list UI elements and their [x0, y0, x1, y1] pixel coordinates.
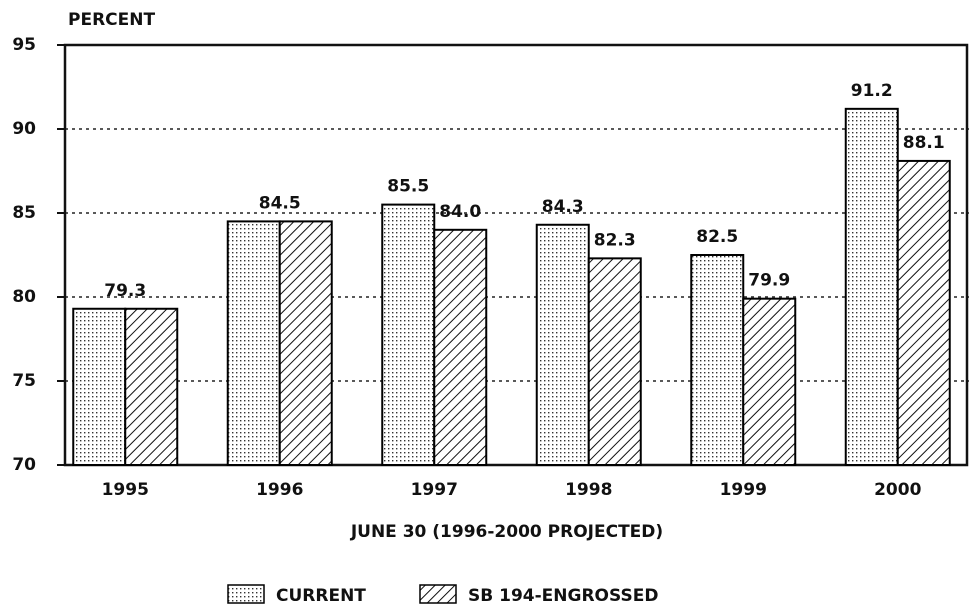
- value-label: 84.0: [439, 202, 481, 222]
- value-label: 91.2: [851, 81, 893, 101]
- bar: [278, 220, 333, 466]
- legend-label: CURRENT: [276, 586, 366, 606]
- y-tick-label: 90: [12, 119, 36, 139]
- y-tick-label: 70: [12, 455, 36, 475]
- bar: [226, 220, 281, 466]
- y-tick-label: 95: [12, 35, 36, 55]
- legend-swatch: [227, 584, 265, 604]
- value-label: 79.3: [104, 281, 146, 301]
- plot-frame: [63, 43, 969, 467]
- y-tick-label: 80: [12, 287, 36, 307]
- bar: [896, 159, 951, 466]
- legend-label: SB 194-ENGROSSED: [468, 586, 658, 606]
- bar: [124, 307, 179, 467]
- bar: [433, 228, 488, 466]
- legend-swatch: [419, 584, 457, 604]
- bar: [72, 307, 127, 467]
- y-tick-label: 75: [12, 371, 36, 391]
- bar: [587, 257, 642, 466]
- bar: [742, 297, 797, 466]
- bar: [844, 107, 899, 466]
- value-label: 84.5: [259, 193, 301, 213]
- x-axis-label: JUNE 30 (1996-2000 PROJECTED): [350, 522, 663, 542]
- bar: [535, 223, 590, 466]
- y-axis-label: PERCENT: [68, 10, 155, 30]
- value-label: 85.5: [387, 177, 429, 197]
- value-label: 82.5: [696, 227, 738, 247]
- x-tick-label: 1997: [411, 480, 458, 500]
- x-tick-label: 1995: [102, 480, 149, 500]
- bar: [381, 203, 436, 466]
- value-label: 82.3: [594, 230, 636, 250]
- value-label: 79.9: [748, 271, 790, 291]
- x-tick-label: 1999: [720, 480, 767, 500]
- x-tick-label: 2000: [874, 480, 921, 500]
- x-tick-label: 1998: [565, 480, 612, 500]
- bar: [690, 254, 745, 466]
- value-label: 88.1: [903, 133, 945, 153]
- x-tick-label: 1996: [256, 480, 303, 500]
- y-tick-label: 85: [12, 203, 36, 223]
- value-label: 84.3: [542, 197, 584, 217]
